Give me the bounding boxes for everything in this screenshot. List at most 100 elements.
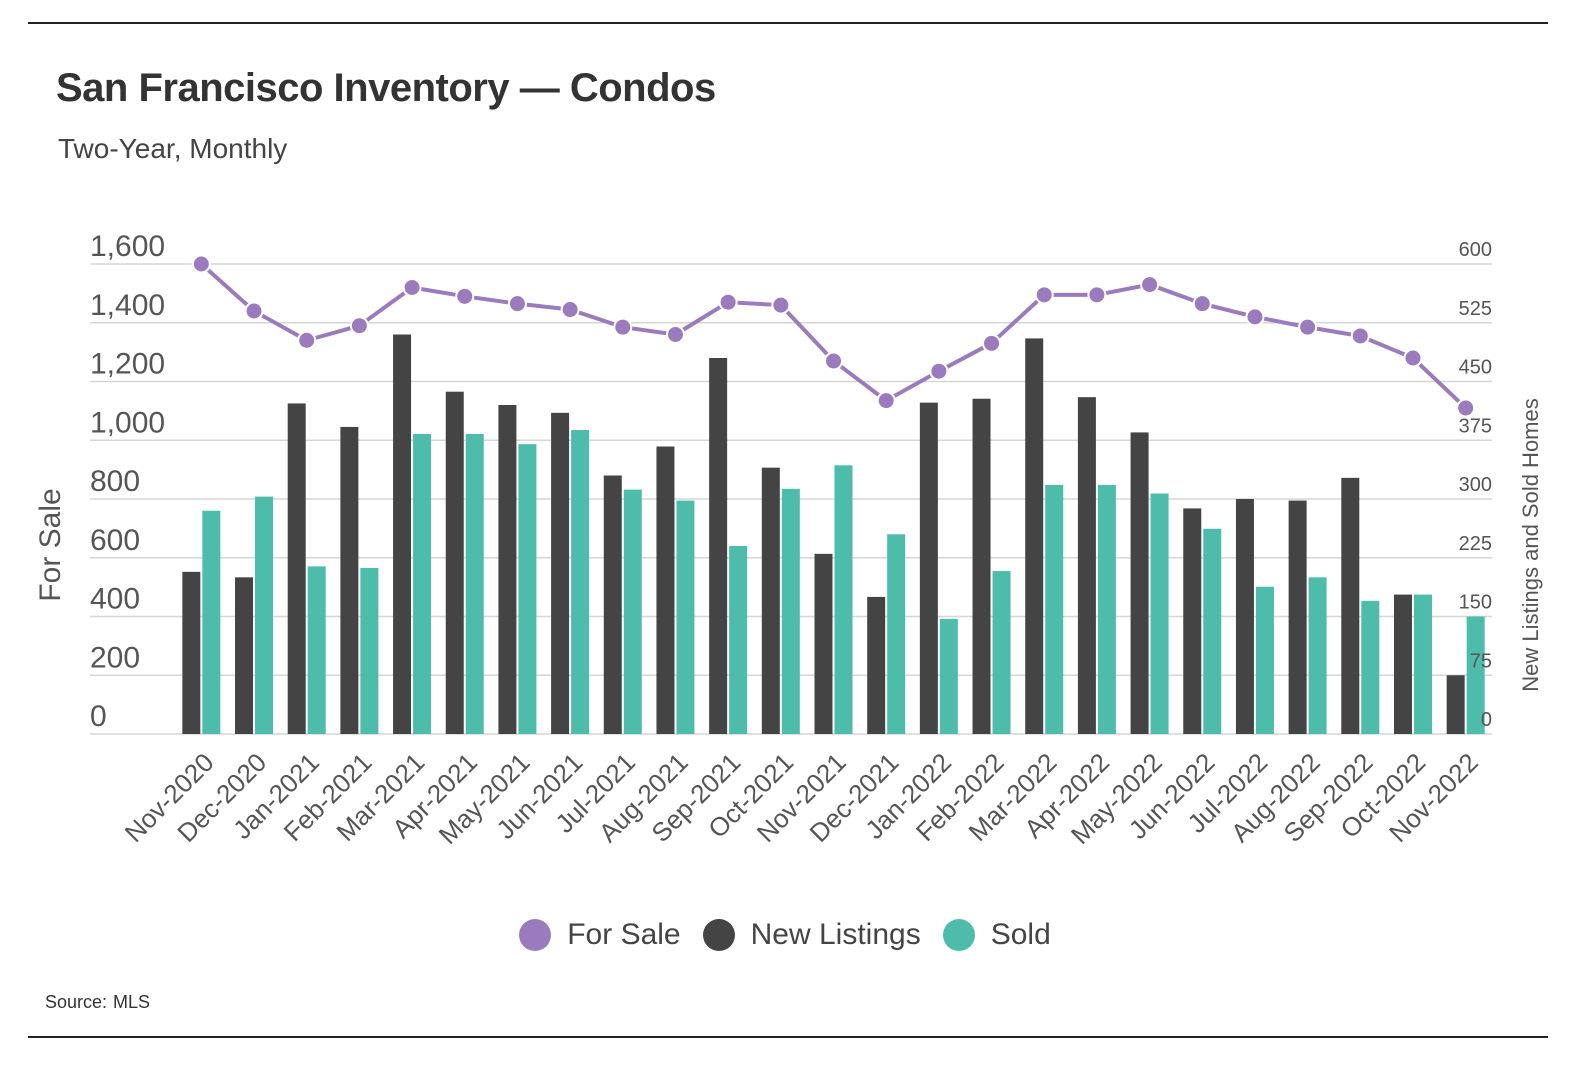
bar-new-listings	[1341, 477, 1360, 734]
bar-sold	[1361, 600, 1380, 734]
for-sale-point	[1087, 285, 1107, 305]
bar-sold	[1150, 493, 1169, 734]
bar-sold	[518, 444, 537, 734]
y-tick-left: 600	[90, 524, 140, 557]
bar-new-listings	[551, 412, 570, 734]
bar-sold	[202, 510, 221, 734]
bar-sold	[939, 618, 958, 734]
for-sale-point	[876, 391, 896, 411]
bar-sold	[1203, 528, 1222, 734]
bar-new-listings	[393, 334, 412, 734]
for-sale-point	[244, 301, 264, 321]
for-sale-point	[771, 295, 791, 315]
y-tick-left: 200	[90, 641, 140, 674]
legend-label-for-sale: For Sale	[567, 918, 681, 951]
legend-label-sold: Sold	[990, 918, 1051, 951]
bars	[182, 334, 1485, 734]
bar-new-listings	[1235, 499, 1254, 734]
bar-sold	[1413, 594, 1432, 734]
bar-sold	[465, 433, 484, 734]
y-tick-left: 1,000	[90, 406, 165, 439]
for-sale-point	[1192, 294, 1212, 314]
y-axis-title-left: For Sale	[34, 488, 67, 601]
y-tick-left: 0	[90, 700, 107, 733]
bar-new-listings	[340, 426, 359, 734]
y-tick-right: 600	[1459, 239, 1492, 261]
bar-sold	[623, 489, 642, 734]
source-label: Source:	[45, 992, 108, 1012]
bar-new-listings	[1288, 500, 1307, 734]
bar-new-listings	[972, 398, 991, 734]
bar-new-listings	[235, 577, 254, 734]
bar-sold	[1097, 484, 1116, 734]
for-sale-point	[1350, 326, 1370, 346]
for-sale-point	[613, 317, 633, 337]
bar-sold	[1466, 616, 1485, 734]
chart-title: San Francisco Inventory — Condos	[56, 66, 716, 110]
bar-sold	[834, 465, 853, 734]
y-tick-left: 800	[90, 465, 140, 498]
bar-sold	[571, 430, 590, 734]
y-tick-left: 1,200	[90, 348, 165, 381]
bar-new-listings	[919, 402, 938, 734]
bar-new-listings	[814, 553, 833, 734]
bar-sold	[1045, 484, 1064, 734]
source-note: Source: MLS	[45, 992, 156, 1013]
bar-sold	[255, 496, 274, 734]
legend-item-new-listings[interactable]: New Listings	[702, 918, 921, 952]
bar-sold	[992, 571, 1011, 734]
for-sale-point	[402, 278, 422, 297]
for-sale-point	[929, 361, 949, 381]
bar-new-listings	[287, 403, 306, 734]
legend: For Sale New Listings Sold	[0, 918, 1570, 952]
for-sale-point	[349, 316, 369, 336]
bar-sold	[887, 534, 906, 734]
bar-new-listings	[1446, 675, 1465, 734]
bar-new-listings	[1183, 508, 1202, 734]
bar-new-listings	[1025, 338, 1044, 734]
bar-new-listings	[182, 571, 201, 734]
legend-label-new-listings: New Listings	[750, 918, 921, 951]
for-sale-point	[1245, 307, 1265, 327]
y-tick-right: 525	[1459, 298, 1492, 320]
for-sale-point	[507, 294, 527, 314]
y-tick-right: 375	[1459, 415, 1492, 437]
for-sale-point	[1403, 348, 1423, 368]
bar-new-listings	[498, 405, 517, 734]
y-tick-right: 225	[1459, 533, 1492, 555]
for-sale-point	[824, 351, 843, 371]
bar-sold	[729, 546, 748, 734]
y-tick-left: 1,400	[90, 289, 165, 322]
source-value: MLS	[113, 992, 151, 1012]
for-sale-point	[1298, 317, 1318, 337]
for-sale-point	[982, 333, 1002, 353]
for-sale-point	[665, 325, 685, 344]
legend-item-sold[interactable]: Sold	[942, 918, 1051, 952]
top-rule	[28, 22, 1548, 24]
bar-new-listings	[1077, 397, 1096, 734]
y-axis-title-right: New Listings and Sold Homes	[1518, 398, 1543, 691]
for-sale-point	[1456, 398, 1476, 418]
new-listings-swatch-icon	[702, 919, 735, 951]
for-sale-point	[1140, 275, 1160, 295]
bar-new-listings	[656, 446, 675, 734]
for-sale-swatch-icon	[519, 919, 552, 951]
y-tick-right: 300	[1459, 474, 1492, 496]
for-sale-point	[1034, 285, 1054, 305]
bar-new-listings	[1130, 432, 1149, 734]
for-sale-line	[191, 254, 1476, 418]
bar-sold	[676, 500, 695, 734]
y-tick-left: 1,600	[90, 230, 165, 263]
y-tick-right: 450	[1459, 357, 1492, 379]
legend-item-for-sale[interactable]: For Sale	[519, 918, 681, 952]
bar-sold	[1255, 586, 1274, 734]
bar-new-listings	[1393, 594, 1412, 734]
for-sale-point	[718, 292, 738, 312]
for-sale-point	[560, 300, 580, 320]
bar-sold	[413, 433, 432, 734]
y-tick-right: 0	[1481, 709, 1492, 731]
for-sale-point	[191, 254, 211, 274]
for-sale-point	[297, 330, 317, 350]
bar-new-listings	[761, 467, 780, 734]
y-tick-right: 75	[1470, 650, 1492, 672]
